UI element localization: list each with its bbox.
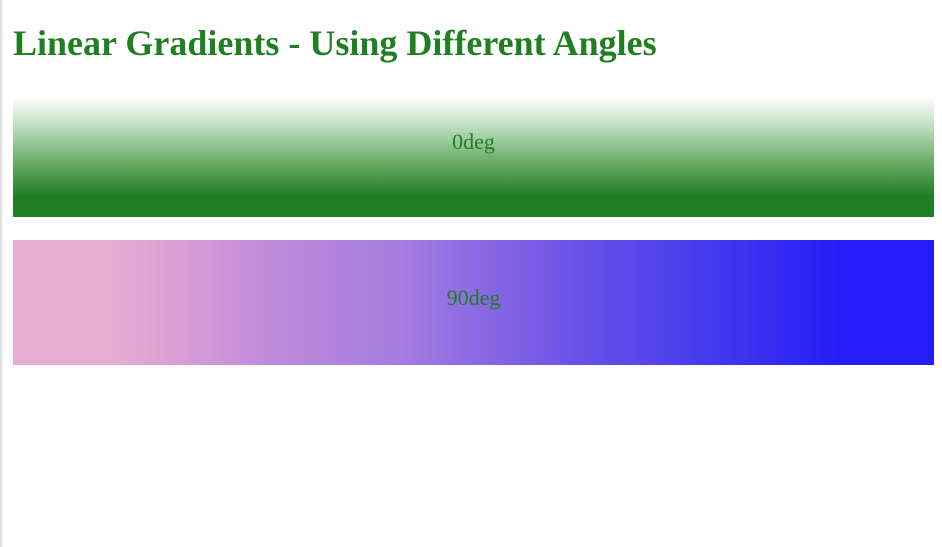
gradient-label-90deg: 90deg xyxy=(446,284,501,310)
gradient-label-0deg: 0deg xyxy=(452,129,495,154)
gradient-box-0deg: 0deg xyxy=(13,97,934,217)
window-left-border xyxy=(0,0,4,547)
gradient-box-90deg: 90deg xyxy=(13,240,934,365)
page-title: Linear Gradients - Using Different Angle… xyxy=(13,23,657,63)
